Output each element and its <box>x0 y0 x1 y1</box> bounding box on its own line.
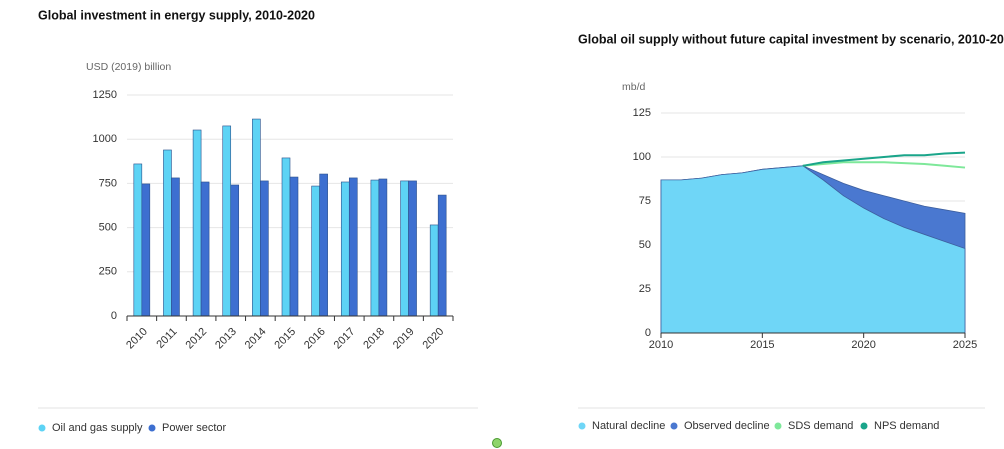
y-axis-label: USD (2019) billion <box>86 61 171 73</box>
legend-marker <box>148 424 156 432</box>
bar <box>289 176 299 317</box>
chart-title: Global investment in energy supply, 2010… <box>38 8 315 22</box>
x-tick-label: 2020 <box>851 339 875 351</box>
legend-label: NPS demand <box>874 420 939 432</box>
area <box>660 165 966 334</box>
legend-label: Oil and gas supply <box>52 422 143 434</box>
bar <box>408 180 417 317</box>
bar <box>311 185 320 317</box>
x-tick-label: 2012 <box>183 326 209 352</box>
legend-label: Power sector <box>162 422 227 434</box>
x-tick-label: 2017 <box>332 326 358 352</box>
chart-title: Global oil supply without future capital… <box>578 32 1004 46</box>
legend-marker <box>860 422 868 430</box>
y-tick-label: 1000 <box>93 133 117 145</box>
bar <box>370 179 380 317</box>
bar <box>437 194 447 317</box>
x-tick-label: 2014 <box>243 326 269 352</box>
y-tick-label: 0 <box>645 327 651 339</box>
legend-marker <box>38 424 46 432</box>
legend-marker <box>774 422 782 430</box>
bar <box>192 129 202 317</box>
y-tick-label: 125 <box>633 107 651 119</box>
bar <box>133 163 143 317</box>
y-tick-label: 0 <box>111 310 117 322</box>
y-tick-label: 75 <box>639 195 651 207</box>
y-tick-label: 500 <box>99 222 117 234</box>
bar <box>260 180 269 317</box>
x-tick-label: 2020 <box>421 326 447 352</box>
bar <box>400 180 409 317</box>
x-tick-label: 2019 <box>391 326 417 352</box>
x-tick-label: 2010 <box>649 339 673 351</box>
y-axis-label: mb/d <box>622 81 646 93</box>
legend-label: Natural decline <box>592 420 665 432</box>
y-tick-label: 50 <box>639 239 651 251</box>
x-tick-label: 2010 <box>124 326 150 352</box>
bar <box>319 173 328 317</box>
bar <box>171 177 180 317</box>
bar <box>348 177 358 317</box>
x-tick-label: 2015 <box>272 326 298 352</box>
y-tick-label: 100 <box>633 151 651 163</box>
bar <box>230 184 240 317</box>
x-tick-label: 2015 <box>750 339 774 351</box>
x-tick-label: 2018 <box>361 326 387 352</box>
bar <box>340 181 350 317</box>
bar <box>252 118 261 317</box>
legend-marker <box>670 422 678 430</box>
bar <box>281 157 291 317</box>
y-tick-label: 250 <box>99 266 117 278</box>
line <box>802 161 966 169</box>
line <box>802 151 966 167</box>
bar <box>429 224 439 317</box>
bar <box>200 181 210 317</box>
bar <box>141 183 151 317</box>
indicator <box>492 438 502 448</box>
y-tick-label: 1250 <box>93 89 117 101</box>
bar <box>163 149 172 317</box>
x-tick-label: 2016 <box>302 326 328 352</box>
x-tick-label: 2025 <box>953 339 977 351</box>
y-tick-label: 25 <box>639 283 651 295</box>
x-tick-label: 2013 <box>213 326 239 352</box>
x-tick-label: 2011 <box>154 326 179 351</box>
legend-label: Observed decline <box>684 420 770 432</box>
bar <box>378 178 388 317</box>
y-tick-label: 750 <box>99 177 117 189</box>
bar <box>222 125 232 317</box>
legend-label: SDS demand <box>788 420 853 432</box>
legend-marker <box>578 422 586 430</box>
